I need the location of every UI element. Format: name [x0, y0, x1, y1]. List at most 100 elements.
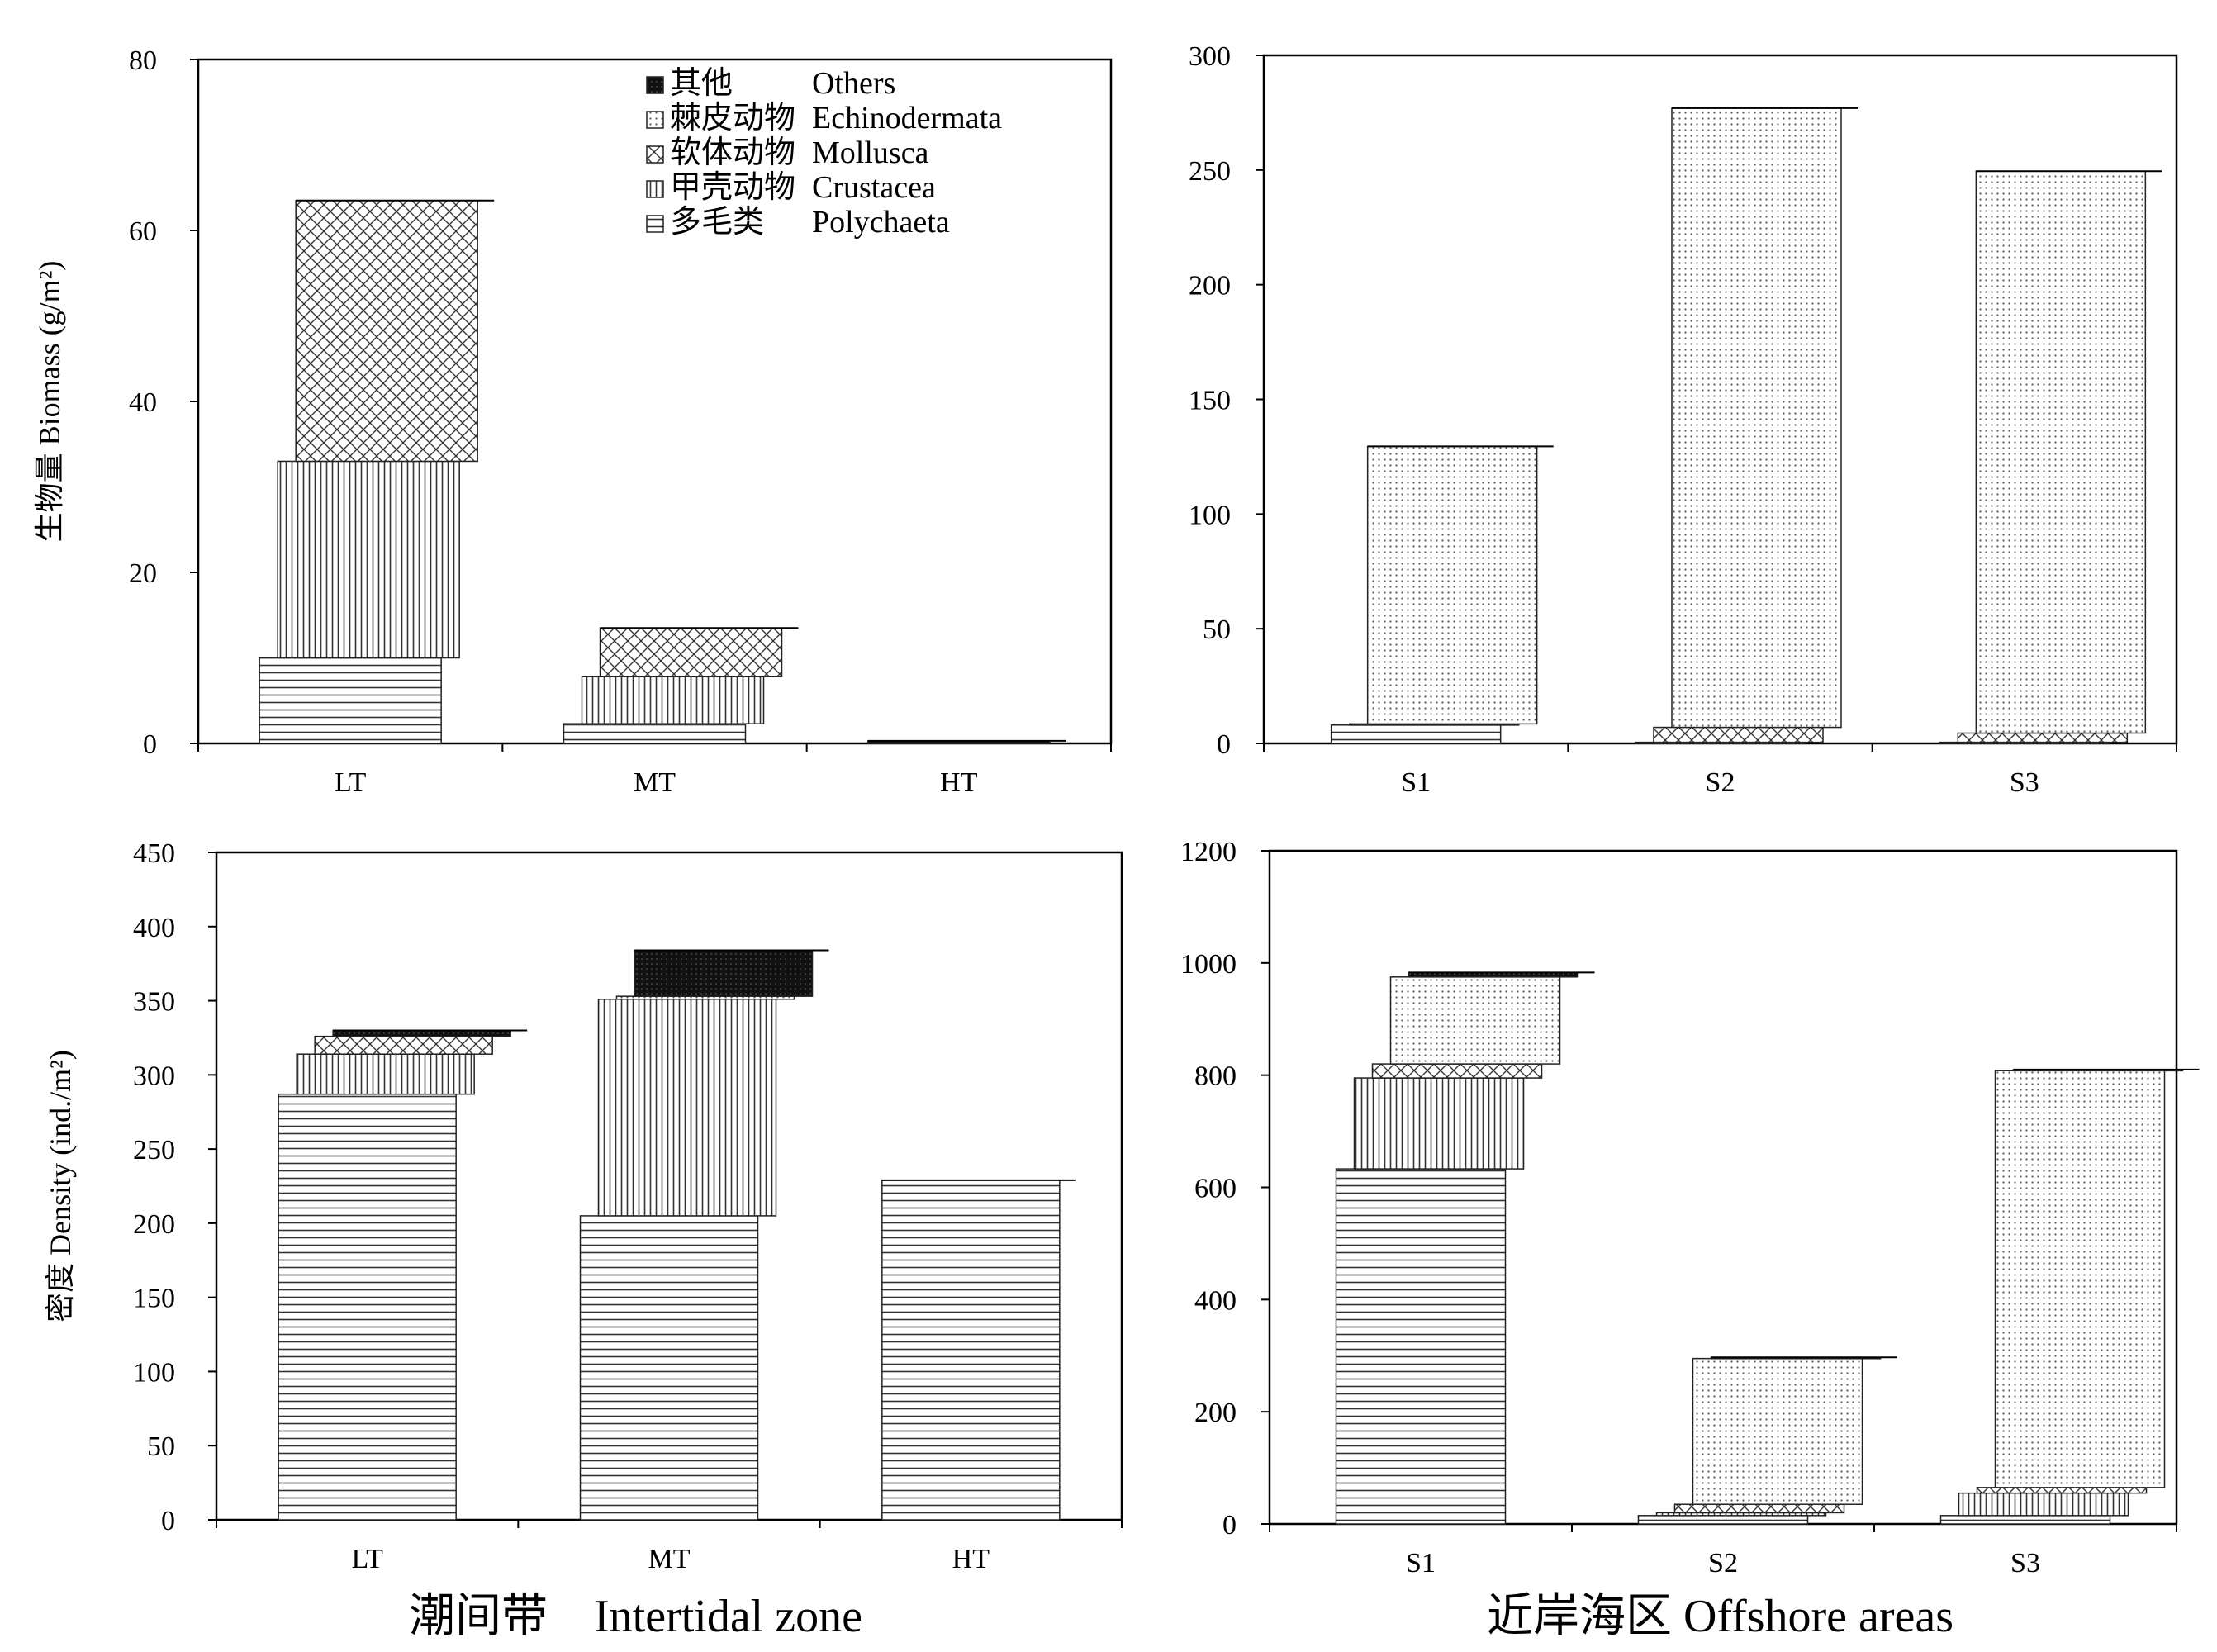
caption-offshore: 近岸海区 Offshore areas [1487, 1591, 1954, 1642]
x-tick-label: LT [351, 1544, 383, 1574]
y-tick-label: 300 [133, 1061, 175, 1091]
bar-polychaeta-mt [579, 1215, 759, 1521]
x-tick-label: S1 [1406, 1548, 1436, 1578]
y-tick-label: 800 [1194, 1061, 1237, 1092]
bar-polychaeta-s1 [1335, 1168, 1507, 1525]
chart-marks: 0 50 100 150 200 250 300 350 400 450 密度 Density (i… [44, 838, 1123, 1574]
legend: 其他 Others 棘皮动物 Echinodermata 软体动物 Mollusca 甲壳动… [646, 66, 1002, 240]
bar-polychaeta-lt [259, 657, 442, 744]
chart-marks: 0 50 100 150 200 250 300 S1 S2 S3 [1189, 41, 2177, 798]
x-tick-label: HT [940, 767, 978, 798]
legend-label-en-mollusca: Mollusca [812, 135, 929, 170]
bar-polychaeta-ht [881, 1180, 1061, 1521]
chart-marks: 0 20 40 60 80 生物量 Biomass (g/m²) LT MT HT [33, 45, 1112, 798]
legend-swatch-crustacea [646, 180, 664, 198]
y-tick-label: 200 [133, 1209, 175, 1240]
legend-label-en-echinodermata: Echinodermata [812, 101, 1002, 135]
bar-echinodermata-s2 [1671, 107, 1842, 729]
bar-mollusca-s3 [1976, 1487, 2148, 1494]
bar-echinodermata-s1 [1389, 976, 1561, 1065]
y-tick-label: 150 [1189, 386, 1231, 416]
legend-swatch-mollusca [646, 145, 664, 164]
biomass-intertidal-chart: 0 20 40 60 80 生物量 Biomass (g/m²) LT MT HT [33, 45, 1113, 798]
bar-echinodermata-s3 [1975, 170, 2147, 734]
bar-crustacea-mt [581, 676, 765, 724]
bar-echinodermata-s3 [1994, 1070, 2166, 1488]
x-tick-label: LT [335, 767, 367, 798]
y-tick-label: 250 [133, 1135, 175, 1165]
x-tick-label: S3 [2010, 1548, 2040, 1578]
legend-label-cn-polychaeta: 多毛类 [670, 205, 764, 240]
bar-mollusca-s2 [1673, 1503, 1845, 1514]
y-tick-label: 20 [129, 558, 157, 589]
bar-mollusca-s3 [1957, 732, 2129, 743]
x-tick-label: HT [952, 1544, 990, 1574]
legend-label-en-crustacea: Crustacea [812, 170, 936, 205]
y-tick-label: 350 [133, 987, 175, 1018]
bar-mollusca-lt [295, 200, 478, 463]
y-tick-label: 150 [133, 1284, 175, 1314]
legend-swatch-polychaeta [646, 215, 664, 233]
bar-polychaeta-s1 [1330, 724, 1502, 744]
y-tick-label: 600 [1194, 1174, 1237, 1204]
y-tick-label: 100 [133, 1357, 175, 1388]
legend-swatch-others [646, 76, 664, 94]
y-tick-label: 0 [143, 729, 157, 760]
y-tick-label: 60 [129, 216, 157, 247]
bar-polychaeta-s3 [1939, 1515, 2111, 1525]
legend-label-en-polychaeta: Polychaeta [812, 205, 950, 240]
y-tick-label: 250 [1189, 156, 1231, 187]
y-tick-label: 1000 [1180, 949, 1237, 980]
y-axis-title: 生物量 Biomass (g/m²) [33, 261, 66, 543]
legend-label-cn-echinodermata: 棘皮动物 [670, 101, 795, 135]
x-tick-label: MT [648, 1544, 691, 1574]
x-tick-label: S1 [1401, 767, 1431, 798]
y-tick-label: 300 [1189, 41, 1231, 72]
bar-crustacea-mt [597, 999, 777, 1217]
x-tick-label: MT [634, 767, 676, 798]
bar-mollusca-mt [599, 627, 783, 678]
chart-marks: 0 200 400 600 800 1000 1200 S1 S2 S3 [1180, 837, 2200, 1578]
density-offshore-chart: 0 200 400 600 800 1000 1200 S1 S2 S3 [1180, 837, 2200, 1578]
y-tick-label: 1200 [1180, 837, 1237, 867]
y-tick-label: 50 [147, 1431, 175, 1462]
y-tick-label: 200 [1189, 271, 1231, 301]
legend-swatch-echinodermata [646, 111, 664, 129]
y-tick-label: 100 [1189, 500, 1231, 530]
y-tick-label: 400 [1194, 1285, 1237, 1316]
bar-crustacea-lt [296, 1053, 475, 1095]
y-tick-label: 450 [133, 838, 175, 869]
y-tick-label: 400 [133, 913, 175, 943]
y-tick-label: 0 [161, 1506, 175, 1536]
y-tick-label: 40 [129, 387, 157, 418]
y-tick-label: 0 [1217, 729, 1231, 760]
bar-crustacea-s1 [1353, 1077, 1525, 1170]
y-tick-label: 50 [1203, 615, 1231, 645]
y-tick-label: 80 [129, 45, 157, 76]
y-axis-title: 密度 Density (ind./m²) [44, 1050, 77, 1322]
y-tick-label: 200 [1194, 1398, 1237, 1428]
bar-polychaeta-lt [278, 1093, 457, 1521]
biomass-offshore-chart: 0 50 100 150 200 250 300 S1 S2 S3 [1189, 41, 2178, 798]
bar-mollusca-s1 [1371, 1063, 1543, 1079]
x-tick-label: S2 [1706, 767, 1735, 798]
density-intertidal-chart: 0 50 100 150 200 250 300 350 400 450 密度 Density (i… [44, 838, 1123, 1574]
bar-others-lt [332, 1029, 511, 1037]
bar-polychaeta-s2 [1637, 1515, 1809, 1525]
bar-others-mt [634, 949, 814, 997]
bar-echinodermata-s2 [1692, 1357, 1863, 1505]
bar-mollusca-s2 [1653, 726, 1824, 743]
bar-crustacea-lt [277, 460, 460, 659]
legend-label-cn-others: 其他 [670, 66, 733, 101]
bar-mollusca-lt [314, 1035, 493, 1055]
x-tick-label: S2 [1708, 1548, 1738, 1578]
y-tick-label: 0 [1222, 1510, 1237, 1540]
bar-polychaeta-mt [563, 723, 747, 744]
legend-label-en-others: Others [812, 66, 895, 101]
x-tick-label: S3 [2010, 767, 2039, 798]
bar-crustacea-s3 [1958, 1492, 2129, 1517]
legend-label-cn-crustacea: 甲壳动物 [670, 170, 795, 205]
legend-label-cn-mollusca: 软体动物 [670, 135, 795, 170]
bar-echinodermata-s1 [1366, 445, 1538, 725]
